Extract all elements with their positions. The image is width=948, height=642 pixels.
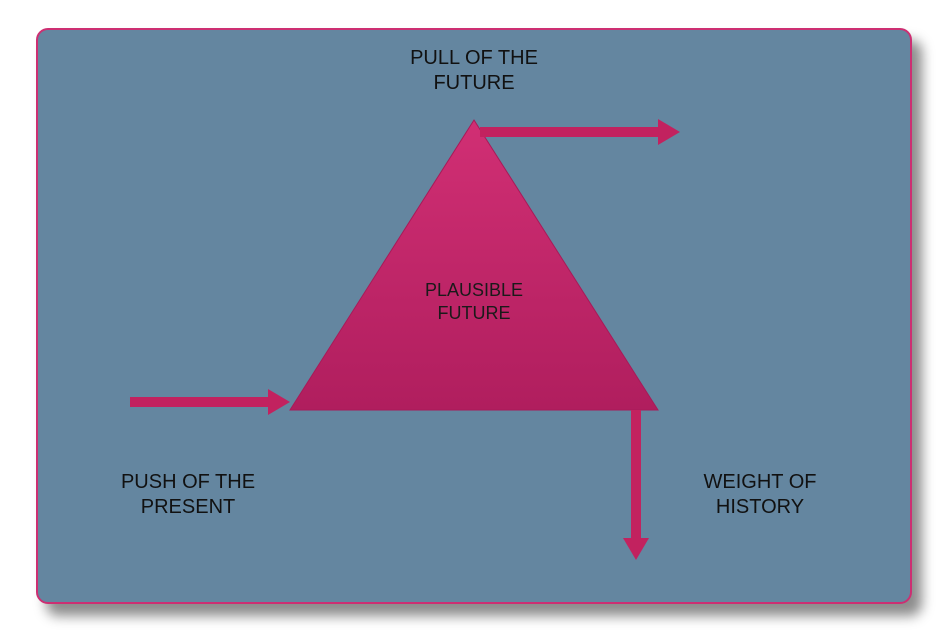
arrow-push-present xyxy=(130,389,290,415)
label-push-of-the-present: PUSH OF THE PRESENT xyxy=(38,470,338,520)
label-plausible-future: PLAUSIBLE FUTURE xyxy=(324,279,624,324)
arrow-pull-future xyxy=(480,119,680,145)
futures-triangle xyxy=(290,120,658,410)
label-weight-of-history: WEIGHT OF HISTORY xyxy=(610,470,910,520)
label-pull-of-the-future: PULL OF THE FUTURE xyxy=(324,46,624,96)
